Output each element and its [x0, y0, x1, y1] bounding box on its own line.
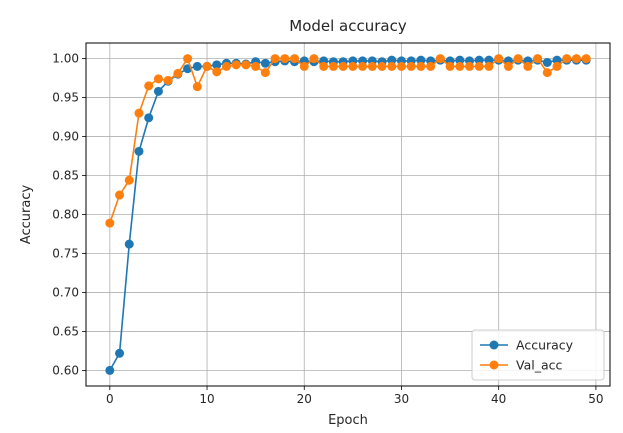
x-tick-label: 20: [297, 392, 312, 406]
y-tick-label: 0.80: [52, 208, 79, 222]
data-point: [426, 61, 436, 71]
data-point: [115, 190, 125, 200]
y-tick-label: 0.70: [52, 285, 79, 299]
data-point: [484, 61, 494, 71]
y-tick-label: 0.85: [52, 169, 79, 183]
data-point: [552, 55, 562, 65]
data-point: [358, 61, 368, 71]
y-axis-label: Accuracy: [19, 185, 34, 245]
legend-swatch-marker: [489, 360, 499, 370]
data-point: [153, 86, 163, 96]
data-point: [134, 146, 144, 156]
data-point: [474, 55, 484, 65]
series-layer: [105, 54, 591, 375]
data-point: [396, 61, 406, 71]
data-point: [445, 61, 455, 71]
data-point: [571, 54, 581, 64]
data-point: [280, 54, 290, 64]
data-point: [124, 239, 134, 249]
data-point: [387, 55, 397, 65]
data-point: [328, 61, 338, 71]
y-tick-label: 1.00: [52, 52, 79, 66]
x-tick-label: 50: [588, 392, 603, 406]
y-axis-ticks: 0.60 0.65 0.70 0.75 0.80 0.85 0.90 0.95 1.00: [52, 52, 86, 377]
y-tick-label: 0.65: [52, 324, 79, 338]
y-tick-label: 0.60: [52, 363, 79, 377]
data-point: [144, 113, 154, 123]
data-point: [251, 61, 261, 71]
data-point: [105, 365, 115, 375]
data-point: [367, 61, 377, 71]
data-point: [552, 61, 562, 71]
data-point: [144, 81, 154, 91]
data-point: [260, 58, 270, 68]
data-point: [192, 61, 202, 71]
data-point: [183, 54, 193, 64]
data-point: [377, 61, 387, 71]
data-point: [105, 218, 115, 228]
x-tick-label: 40: [491, 392, 506, 406]
data-point: [338, 61, 348, 71]
data-point: [290, 54, 300, 64]
data-point: [474, 61, 484, 71]
data-point: [387, 61, 397, 71]
data-point: [455, 61, 465, 71]
data-point: [173, 68, 183, 78]
data-point: [270, 54, 280, 64]
y-tick-label: 0.75: [52, 246, 79, 260]
data-point: [406, 61, 416, 71]
data-point: [134, 108, 144, 118]
data-point: [503, 61, 513, 71]
data-point: [542, 57, 552, 67]
data-point: [202, 61, 212, 71]
data-point: [163, 75, 173, 85]
data-point: [581, 54, 591, 64]
legend-label: Accuracy: [516, 338, 574, 353]
y-tick-label: 0.90: [52, 130, 79, 144]
data-point: [455, 55, 465, 65]
data-point: [192, 82, 202, 92]
x-tick-label: 10: [199, 392, 214, 406]
data-point: [523, 61, 533, 71]
legend-swatch-marker: [489, 340, 499, 350]
data-point: [542, 68, 552, 78]
data-point: [260, 68, 270, 78]
data-point: [348, 61, 358, 71]
data-point: [299, 61, 309, 71]
data-point: [115, 348, 125, 358]
data-point: [124, 175, 134, 185]
data-point: [309, 54, 319, 64]
data-point: [484, 55, 494, 65]
x-axis-label: Epoch: [328, 413, 368, 428]
data-point: [465, 61, 475, 71]
data-point: [435, 54, 445, 64]
x-tick-label: 0: [106, 392, 114, 406]
legend-label: Val_acc: [516, 358, 562, 373]
data-point: [153, 74, 163, 84]
legend-item: Val_acc: [480, 358, 562, 373]
data-point: [416, 55, 426, 65]
legend-item: Accuracy: [480, 338, 574, 353]
data-point: [319, 61, 329, 71]
data-point: [562, 54, 572, 64]
legend: Accuracy Val_acc: [471, 329, 605, 381]
chart-title: Model accuracy: [289, 17, 407, 35]
y-tick-label: 0.95: [52, 91, 79, 105]
data-point: [231, 60, 241, 70]
data-point: [494, 54, 504, 64]
data-point: [221, 61, 231, 71]
data-point: [241, 60, 251, 70]
x-axis-ticks: 0 10 20 30 40 50: [106, 386, 604, 406]
x-tick-label: 30: [394, 392, 409, 406]
data-point: [513, 54, 523, 64]
data-point: [212, 67, 222, 77]
data-point: [212, 60, 222, 70]
series-val-acc: [105, 54, 591, 228]
data-point: [416, 61, 426, 71]
data-point: [533, 54, 543, 64]
legend-box: [471, 329, 605, 381]
